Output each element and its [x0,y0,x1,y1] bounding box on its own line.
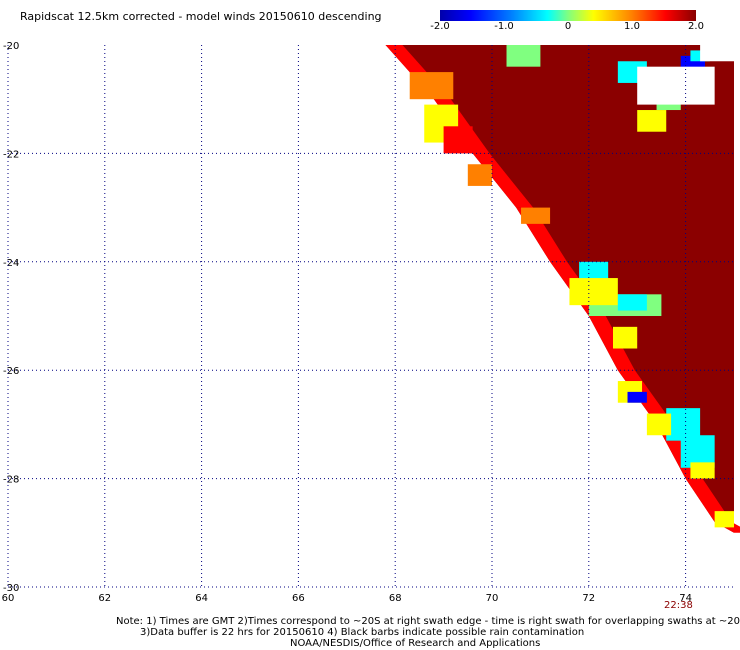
wind-difference-patch [680,435,715,468]
colorbar-tick: 0 [564,21,572,32]
data-gap [700,45,734,62]
colorbar-tick: -1.0 [494,21,514,32]
footer-note-3: NOAA/NESDIS/Office of Research and Appli… [290,638,541,649]
colorbar-gradient [440,10,696,21]
x-tick-label: 72 [582,593,595,604]
data-layer [385,45,740,533]
x-tick-label: 74 [679,593,692,604]
wind-difference-patch [690,462,715,479]
x-tick-label: 68 [389,593,402,604]
wind-difference-patch [714,511,734,528]
y-tick-label: -24 [3,258,19,269]
footer-note-1: Note: 1) Times are GMT 2)Times correspon… [116,616,740,627]
swath-edge-fringe [588,316,635,371]
y-tick-label: -26 [3,366,19,377]
y-tick-label: -20 [3,41,19,52]
axis-layer: 60 62 64 66 68 70 72 74 -20 -22 -24 -26 -28 -30 [2,41,734,604]
y-tick-label: -30 [3,583,19,594]
colorbar-tick: -2.0 [430,21,450,32]
data-gap [637,66,715,105]
x-tick-label: 64 [195,593,208,604]
wind-difference-patch [613,326,638,349]
wind-difference-patch [409,72,454,100]
wind-difference-patch [443,126,473,154]
colorbar-tick: 1.0 [624,21,640,32]
wind-difference-patch [467,164,492,186]
wind-difference-patch [506,45,541,67]
x-tick-label: 70 [486,593,499,604]
x-tick-label: 60 [2,593,15,604]
wind-difference-patch [627,391,647,403]
wind-difference-patch [637,110,667,132]
swath-time-label: 22:38 [664,600,693,611]
wind-difference-patch [569,278,618,306]
colorbar-tick: 2.0 [688,21,704,32]
wind-difference-patch [646,413,672,436]
chart-title: Rapidscat 12.5km corrected - model winds… [20,10,382,23]
y-tick-label: -28 [3,475,19,486]
footer-note-2: 3)Data buffer is 22 hrs for 20150610 4) … [140,627,585,638]
wind-difference-patch [521,207,551,224]
y-tick-label: -22 [3,149,19,160]
x-tick-label: 62 [98,593,111,604]
x-tick-label: 66 [292,593,305,604]
colorbar-legend: -2.0 -1.0 0 1.0 2.0 [430,10,704,44]
wind-difference-patch [617,294,647,311]
